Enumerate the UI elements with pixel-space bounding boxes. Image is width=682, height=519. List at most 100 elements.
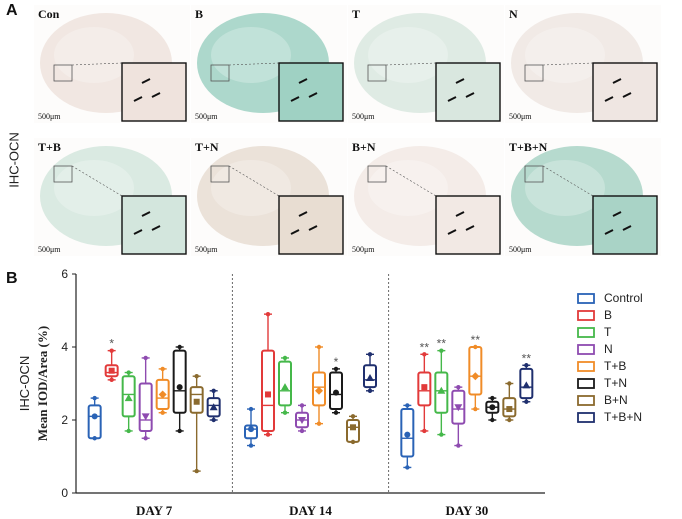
- micrograph-tile: Con 500μm: [34, 5, 190, 123]
- mean-marker: [158, 390, 167, 399]
- panel-a-letter: A: [6, 2, 18, 19]
- data-point: [177, 344, 182, 350]
- tissue-section-image: [511, 13, 658, 122]
- y-tick-label: 2: [61, 413, 68, 427]
- micrograph-tile: T+B 500μm: [34, 138, 190, 256]
- tile-group-label: T+B+N: [509, 140, 548, 154]
- box-body: [468, 346, 483, 396]
- legend-swatch: [577, 378, 595, 389]
- mean-marker: [91, 413, 98, 420]
- data-point: [299, 428, 305, 434]
- data-point: [333, 366, 339, 372]
- mean-marker: [124, 394, 133, 402]
- data-point: [490, 417, 495, 423]
- mean-marker: [315, 386, 323, 395]
- data-point: [126, 370, 131, 375]
- mean-marker: [248, 426, 254, 433]
- data-point: [507, 381, 512, 386]
- data-point: [194, 468, 199, 474]
- tissue-section-image: [40, 146, 187, 255]
- micrograph-tile: B 500μm: [191, 5, 347, 123]
- y-tick-label: 0: [61, 486, 68, 500]
- data-point: [524, 399, 529, 404]
- legend-swatch: [577, 327, 595, 338]
- tissue-section-image: [40, 13, 187, 122]
- data-point: [507, 417, 512, 423]
- data-point: [367, 352, 373, 357]
- mean-marker: [108, 367, 115, 374]
- data-point: [265, 311, 271, 317]
- y-tick-label: 4: [61, 340, 68, 354]
- y-axis-label-top: IHC-OCN: [17, 356, 32, 412]
- data-point: [109, 377, 114, 383]
- tissue-section-image: [354, 146, 501, 255]
- mean-marker: [141, 413, 150, 421]
- data-point: [299, 403, 305, 408]
- legend-label: T: [604, 325, 612, 339]
- mean-marker: [366, 374, 374, 382]
- mean-marker: [489, 404, 496, 411]
- data-point: [439, 432, 444, 437]
- data-point: [248, 406, 254, 412]
- data-point: [422, 352, 427, 357]
- tissue-section-image: [197, 146, 344, 255]
- data-point: [160, 410, 165, 415]
- row-label-text: IHC-OCN: [6, 132, 22, 188]
- mean-marker: [350, 424, 356, 431]
- x-category-label: DAY 14: [289, 503, 332, 518]
- scale-bar-label: 500μm: [38, 112, 61, 121]
- significance-marker: **: [420, 340, 430, 354]
- legend-label: T+B+N: [604, 410, 642, 424]
- tile-group-label: B+N: [352, 140, 376, 154]
- legend-label: T+N: [604, 376, 627, 390]
- tile-group-label: Con: [38, 7, 60, 21]
- data-point: [92, 395, 97, 401]
- significance-marker: **: [522, 351, 532, 365]
- mean-marker: [193, 398, 200, 405]
- micrograph-tile: T 500μm: [348, 5, 504, 123]
- data-point: [422, 428, 427, 434]
- data-point: [316, 344, 322, 350]
- legend-swatch: [577, 310, 595, 321]
- box-body: [138, 382, 153, 432]
- box-body: [87, 404, 102, 440]
- data-point: [316, 421, 322, 426]
- mean-marker: [404, 431, 411, 438]
- tile-group-label: T: [352, 7, 361, 21]
- micrograph-tile: B+N 500μm: [348, 138, 504, 256]
- data-point: [282, 410, 288, 415]
- tissue-section-image: [354, 13, 501, 122]
- mean-marker: [265, 391, 271, 398]
- mean-marker: [281, 383, 289, 391]
- tissue-section-image: [197, 13, 344, 122]
- data-point: [177, 428, 182, 434]
- scale-bar-label: 500μm: [509, 112, 532, 121]
- significance-marker: *: [334, 355, 339, 369]
- tile-group-label: T+B: [38, 140, 61, 154]
- scale-bar-label: 500μm: [352, 245, 375, 254]
- data-point: [405, 403, 410, 408]
- scale-bar-label: 500μm: [195, 112, 218, 121]
- data-point: [473, 344, 478, 350]
- micrograph-tile: T+N 500μm: [191, 138, 347, 256]
- tile-group-label: N: [509, 7, 518, 21]
- micrograph-tile: N 500μm: [505, 5, 661, 123]
- box-plot-chart: 0 2 4 6 IHC-OCN Mean IOD/Area (%) DAY 7 * DAY 14…: [17, 267, 643, 518]
- legend-swatch: [577, 395, 595, 406]
- data-point: [367, 388, 373, 393]
- data-point: [194, 374, 199, 379]
- tile-group-label: B: [195, 7, 204, 21]
- significance-marker: **: [471, 333, 481, 347]
- legend-swatch: [577, 344, 595, 355]
- legend-label: N: [604, 342, 613, 356]
- legend-swatch: [577, 361, 595, 372]
- box-body: [346, 419, 360, 443]
- data-point: [211, 417, 216, 423]
- data-point: [126, 428, 131, 434]
- data-point: [143, 355, 148, 361]
- data-point: [456, 384, 461, 390]
- mean-marker: [506, 406, 513, 413]
- data-point: [439, 348, 444, 353]
- mean-marker: [176, 384, 183, 391]
- scale-bar-label: 500μm: [352, 112, 375, 121]
